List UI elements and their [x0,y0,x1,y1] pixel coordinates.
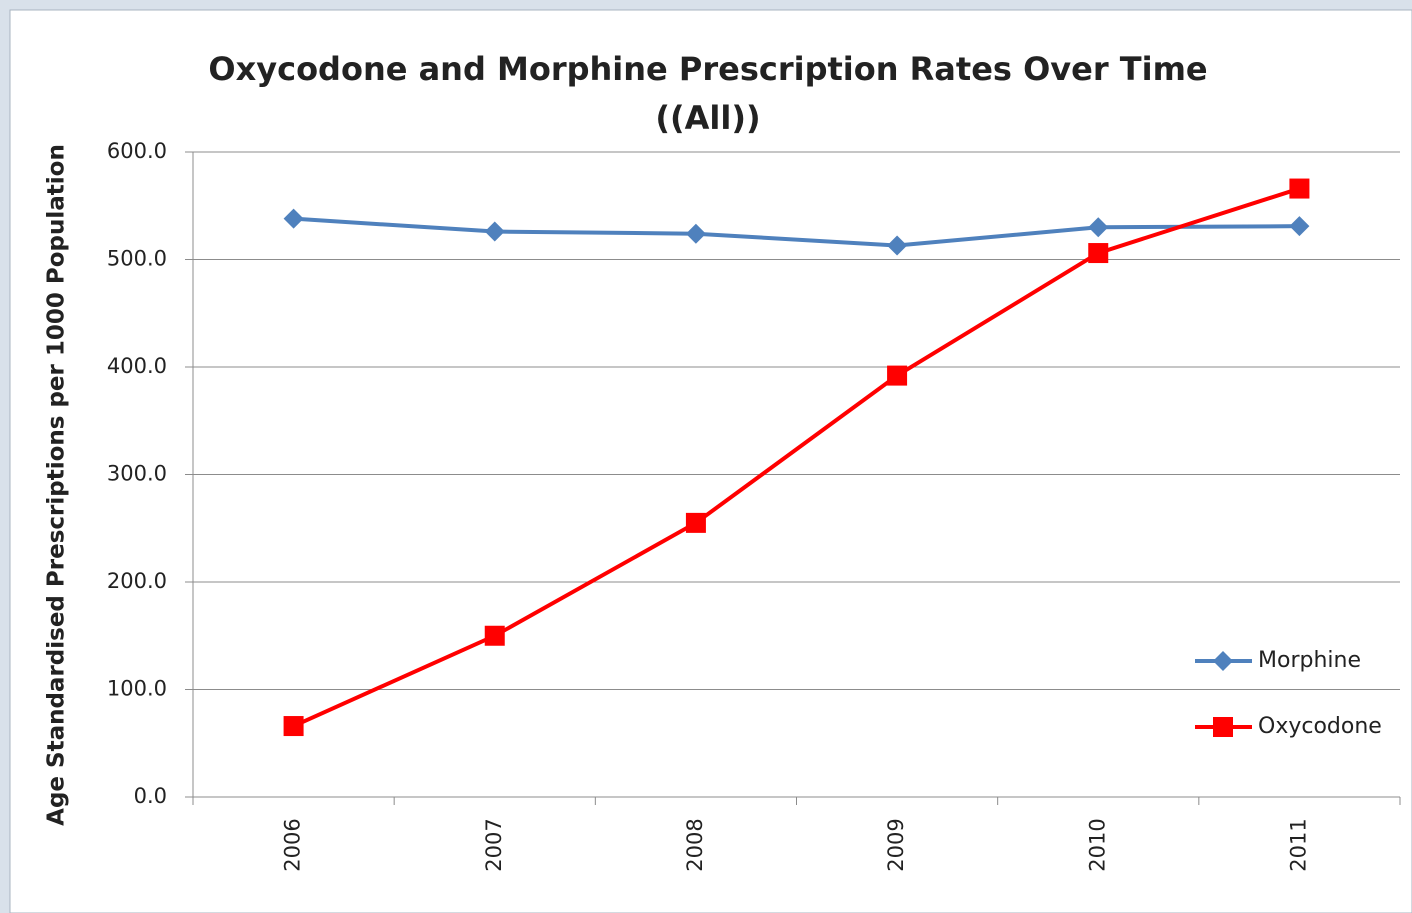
x-tick-label: 2010 [1085,818,1109,871]
data-point [887,235,908,256]
y-tick-label: 200.0 [107,569,167,593]
data-point [1088,217,1109,238]
y-tick-label: 500.0 [107,247,167,271]
chart-subtitle: ((All)) [655,99,760,137]
y-tick-label: 0.0 [134,784,167,808]
y-tick-label: 400.0 [107,354,167,378]
x-tick-label: 2006 [281,818,305,871]
data-point [685,512,706,533]
data-point [283,716,304,737]
data-point [887,365,908,386]
legend-marker [1213,651,1233,671]
data-point [484,625,505,646]
legend-label: Morphine [1258,648,1361,673]
x-tick-label: 2011 [1286,818,1310,871]
x-tick-label: 2007 [482,818,506,871]
series-line [293,216,1300,248]
x-tick-label: 2008 [683,818,707,871]
data-point [1088,243,1109,264]
y-tick-label: 100.0 [107,677,167,701]
y-tick-label: 300.0 [107,462,167,486]
data-point [1289,178,1310,199]
legend-marker [1213,717,1233,737]
data-point [484,221,505,242]
chart-panel [9,9,1412,913]
data-point [685,223,706,244]
x-tick-label: 2009 [884,818,908,871]
legend-label: Oxycodone [1258,714,1382,739]
data-point [1289,216,1310,237]
data-point [283,208,304,229]
y-axis-title: Age Standardised Prescriptions per 1000 … [44,144,70,826]
chart-title: Oxycodone and Morphine Prescription Rate… [208,50,1207,88]
series-line [292,186,1301,728]
y-tick-label: 600.0 [107,139,167,163]
